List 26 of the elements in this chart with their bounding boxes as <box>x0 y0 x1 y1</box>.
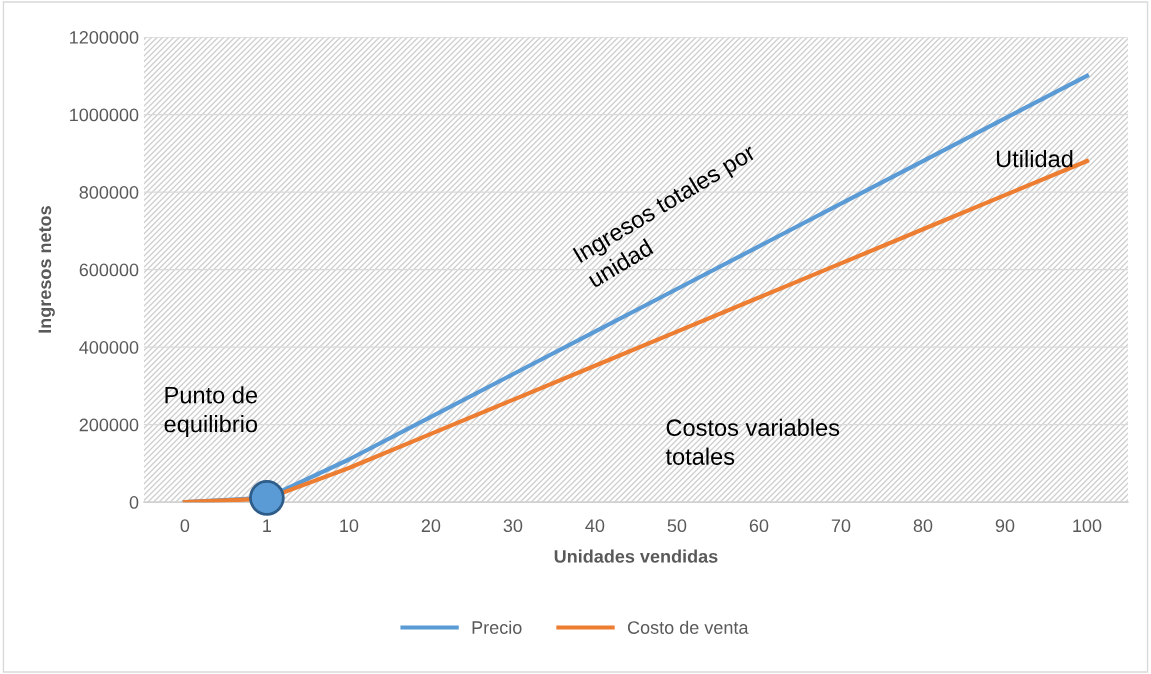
y-axis-title: Ingresos netos <box>38 206 55 333</box>
x-tick-label: 60 <box>749 519 769 533</box>
x-tick-label: 20 <box>421 519 441 533</box>
y-tick-label: 0 <box>129 496 139 509</box>
y-tick-label: 600000 <box>79 263 139 277</box>
legend-label: Costo de venta <box>627 620 749 634</box>
x-tick-label: 10 <box>340 519 359 533</box>
x-tick-label: 70 <box>831 519 851 533</box>
annotation: Utilidad <box>996 149 1073 168</box>
legend-label: Precio <box>472 620 522 634</box>
x-tick-label: 1 <box>263 519 272 532</box>
x-tick-label: 40 <box>585 519 605 533</box>
x-tick-label: 80 <box>913 519 933 533</box>
x-tick-label: 50 <box>667 519 687 533</box>
y-tick-label: 1000000 <box>70 108 139 122</box>
y-tick-label: 400000 <box>79 341 139 354</box>
y-tick-label: 200000 <box>79 418 139 432</box>
annotation: Punto de equilibrio <box>164 386 258 438</box>
y-tick-label: 800000 <box>79 186 139 199</box>
annotation: Costos variables totales <box>665 418 840 465</box>
x-tick-label: 100 <box>1073 519 1102 533</box>
x-tick-label: 30 <box>503 519 523 533</box>
y-tick-label: 1200000 <box>70 31 139 44</box>
x-tick-label: 90 <box>995 519 1015 533</box>
x-axis-title: Unidades vendidas <box>554 549 718 563</box>
x-tick-label: 0 <box>180 519 190 533</box>
